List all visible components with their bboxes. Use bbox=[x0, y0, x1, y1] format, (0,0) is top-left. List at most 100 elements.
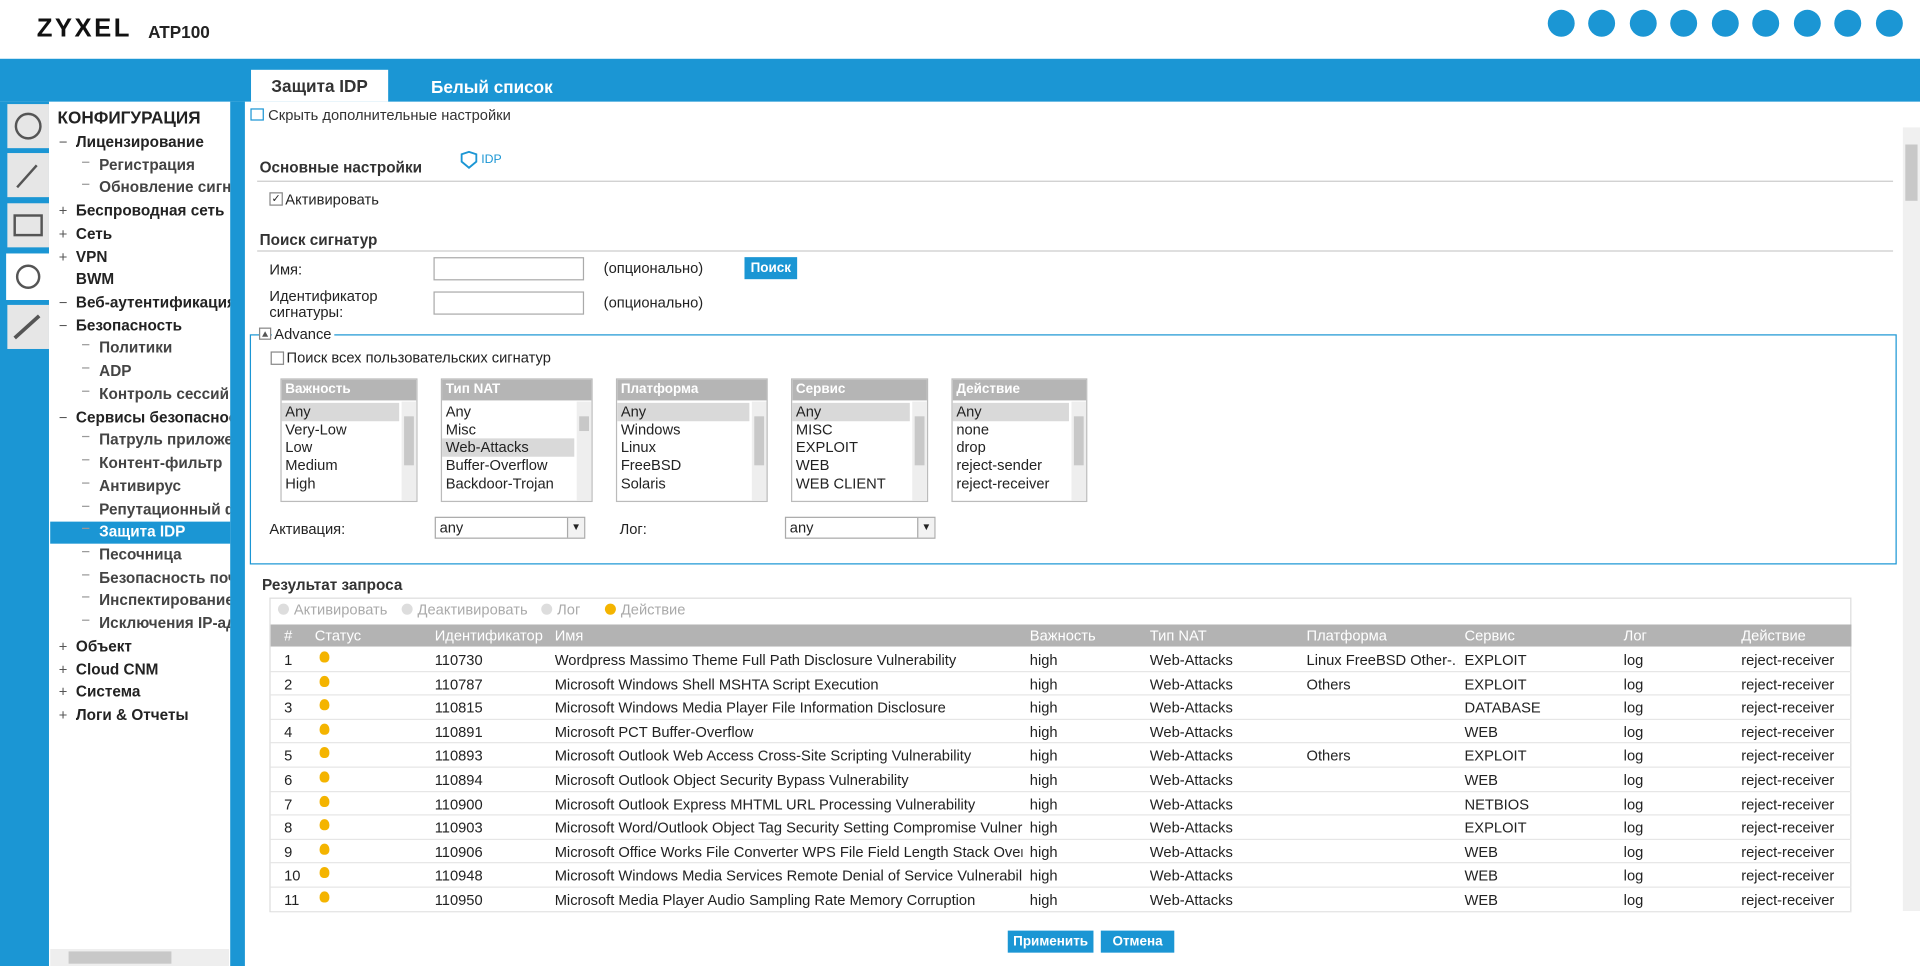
menu-item[interactable]: Защита IDP bbox=[99, 523, 186, 541]
listbox-option[interactable]: Any bbox=[281, 402, 400, 421]
table-row[interactable] bbox=[270, 720, 1852, 744]
listbox-option[interactable]: Linux bbox=[620, 438, 656, 456]
expander[interactable]: + bbox=[58, 637, 68, 655]
menu-item[interactable]: Сервисы безопаснос bbox=[75, 408, 231, 426]
column-header[interactable]: Имя bbox=[554, 626, 584, 645]
expander[interactable]: + bbox=[58, 660, 68, 678]
menu-item[interactable]: Регистрация bbox=[99, 156, 195, 174]
toolbar-button[interactable]: Лог bbox=[557, 601, 581, 619]
listbox[interactable]: Действие Any none drop reject-sender reject-r… bbox=[951, 378, 1088, 503]
listbox-option[interactable]: none bbox=[956, 420, 990, 438]
listbox-option[interactable]: Web-Attacks bbox=[442, 438, 575, 457]
listbox-option[interactable]: Very-Low bbox=[285, 420, 347, 438]
menu-item[interactable]: Инспектирование bbox=[99, 591, 231, 610]
listbox-option[interactable]: reject-receiver bbox=[956, 474, 1050, 492]
expander[interactable]: + bbox=[58, 706, 68, 724]
menu-item[interactable]: Безопасность почт bbox=[99, 568, 231, 587]
text-input[interactable] bbox=[433, 291, 585, 315]
table-row[interactable] bbox=[270, 672, 1852, 696]
expander[interactable]: + bbox=[58, 683, 68, 701]
column-header[interactable]: Действие bbox=[1741, 626, 1806, 645]
table-row[interactable] bbox=[270, 840, 1852, 864]
column-header[interactable]: Платформа bbox=[1306, 626, 1387, 645]
listbox-option[interactable]: Any bbox=[792, 402, 910, 421]
menu-item[interactable]: Контент-фильтр bbox=[99, 454, 223, 472]
listbox-option[interactable]: Medium bbox=[285, 456, 338, 474]
column-header[interactable]: Сервис bbox=[1464, 626, 1515, 645]
listbox[interactable]: Платформа Any Windows Linux FreeBSD Solaris bbox=[615, 378, 768, 503]
tab[interactable]: Защита IDP bbox=[271, 75, 368, 96]
table-row[interactable] bbox=[270, 792, 1852, 816]
listbox-option[interactable]: WEB CLIENT bbox=[795, 474, 886, 492]
menu-item[interactable]: Лицензирование bbox=[75, 133, 204, 151]
listbox-option[interactable]: Any bbox=[952, 402, 1069, 421]
expander[interactable]: − bbox=[58, 316, 68, 334]
search-button[interactable]: Поиск bbox=[744, 257, 798, 280]
table-row[interactable] bbox=[270, 864, 1852, 888]
column-header[interactable]: Важность bbox=[1029, 626, 1096, 645]
menu-item[interactable]: Cloud CNM bbox=[75, 660, 159, 678]
listbox-option[interactable]: drop bbox=[956, 438, 986, 456]
menu-item[interactable]: BWM bbox=[75, 270, 115, 289]
table-row[interactable] bbox=[270, 696, 1852, 720]
listbox-option[interactable]: reject-sender bbox=[956, 456, 1043, 474]
expander[interactable]: + bbox=[58, 202, 68, 220]
listbox-option[interactable]: FreeBSD bbox=[620, 456, 682, 474]
listbox[interactable]: Тип NAT Any Misc Web-Attacks Buffer-Overflow… bbox=[440, 378, 593, 503]
listbox-option[interactable]: Windows bbox=[620, 420, 681, 438]
expander[interactable]: − bbox=[58, 408, 68, 426]
checkbox[interactable]: ✓ bbox=[269, 192, 283, 206]
text-input[interactable] bbox=[433, 257, 585, 281]
help-link[interactable]: IDP bbox=[481, 153, 502, 167]
listbox-option[interactable]: Buffer-Overflow bbox=[445, 456, 548, 474]
select[interactable]: any ▼ bbox=[784, 516, 936, 539]
column-header[interactable]: Тип NAT bbox=[1149, 626, 1207, 645]
tab[interactable]: Белый список bbox=[431, 77, 553, 97]
expander[interactable]: + bbox=[58, 225, 68, 243]
expander[interactable]: − bbox=[58, 293, 68, 312]
select[interactable]: any ▼ bbox=[434, 516, 586, 539]
menu-item[interactable]: Контроль сессий bbox=[99, 385, 229, 403]
column-header[interactable]: Идентификатор bbox=[434, 626, 543, 645]
menu-item[interactable]: Политики bbox=[99, 339, 173, 357]
listbox-option[interactable]: EXPLOIT bbox=[795, 438, 858, 456]
listbox[interactable]: Важность Any Very-Low Low Medium High bbox=[280, 378, 418, 503]
listbox-option[interactable]: WEB bbox=[795, 456, 830, 474]
toolbar-button[interactable]: Деактивировать bbox=[417, 601, 528, 619]
table-row[interactable] bbox=[270, 648, 1852, 672]
listbox-option[interactable]: MISC bbox=[795, 420, 833, 438]
listbox-option[interactable]: Solaris bbox=[620, 474, 666, 492]
toggle-link[interactable]: Скрыть дополнительные настройки bbox=[268, 106, 511, 124]
menu-item[interactable]: ADP bbox=[99, 362, 132, 380]
menu-item[interactable]: Репутационный ф bbox=[99, 500, 231, 518]
menu-item[interactable]: Объект bbox=[75, 637, 132, 655]
listbox-option[interactable]: Any bbox=[617, 402, 750, 421]
table-row[interactable] bbox=[270, 768, 1852, 792]
listbox[interactable]: Сервис Any MISC EXPLOIT WEB WEB CLIENT bbox=[791, 378, 929, 503]
menu-item[interactable]: VPN bbox=[75, 248, 108, 266]
menu-item[interactable]: Веб-аутентификация bbox=[75, 293, 231, 312]
listbox-option[interactable]: High bbox=[285, 474, 316, 492]
menu-item[interactable]: Обновление сигна bbox=[99, 179, 231, 197]
menu-item[interactable]: Логи & Отчеты bbox=[75, 706, 189, 724]
column-header[interactable]: Лог bbox=[1623, 626, 1647, 645]
menu-item[interactable]: Антивирус bbox=[99, 477, 182, 495]
listbox-option[interactable]: Backdoor-Trojan bbox=[445, 474, 554, 492]
menu-item[interactable]: Беспроводная сеть bbox=[75, 202, 225, 220]
cancel-button[interactable]: Отмена bbox=[1100, 930, 1175, 953]
column-header[interactable]: Статус bbox=[314, 626, 362, 645]
menu-item[interactable]: Безопасность bbox=[75, 316, 183, 334]
listbox-option[interactable]: Any bbox=[445, 402, 472, 421]
expander[interactable]: + bbox=[58, 248, 68, 266]
toolbar-button[interactable]: Действие bbox=[620, 601, 686, 619]
menu-item[interactable]: Сеть bbox=[75, 225, 113, 243]
menu-item[interactable]: Песочница bbox=[99, 546, 182, 564]
menu-item[interactable]: Исключения IP-ад bbox=[99, 614, 231, 632]
table-row[interactable] bbox=[270, 888, 1852, 912]
checkbox[interactable] bbox=[270, 351, 285, 365]
column-header[interactable]: # bbox=[284, 626, 293, 645]
table-row[interactable] bbox=[270, 744, 1852, 768]
table-row[interactable] bbox=[270, 816, 1852, 840]
listbox-option[interactable]: Low bbox=[285, 438, 313, 456]
expander[interactable]: − bbox=[58, 133, 68, 151]
